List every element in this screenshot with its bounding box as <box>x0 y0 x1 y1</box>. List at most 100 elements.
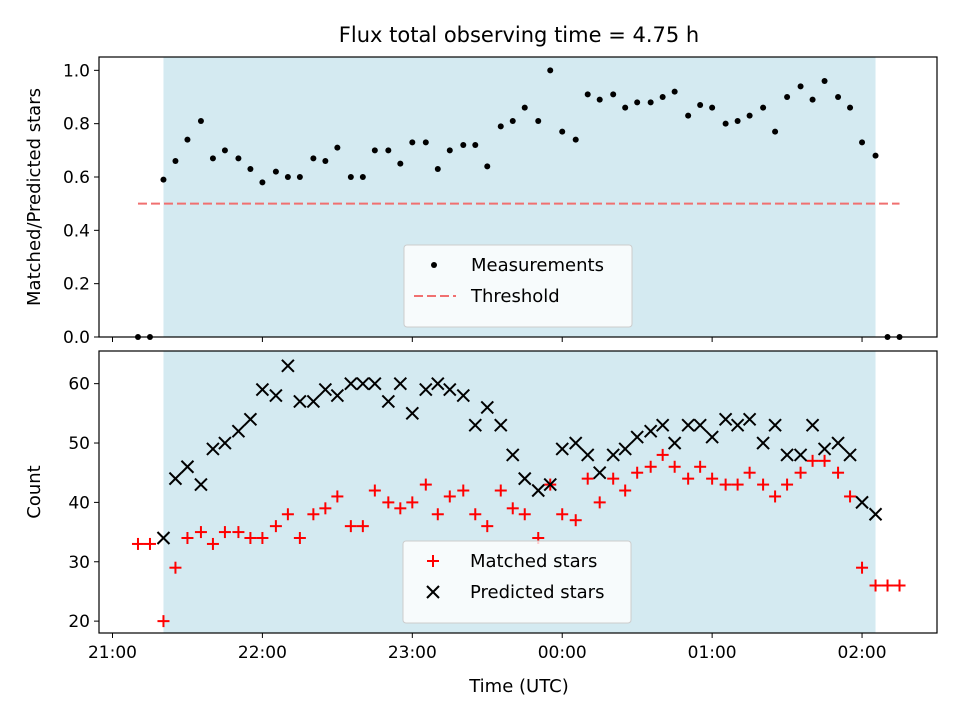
legend: Matched stars Predicted stars <box>402 540 632 624</box>
data-point-dot <box>209 155 216 162</box>
data-point-x <box>281 359 295 373</box>
data-point-dot <box>347 174 354 180</box>
data-point-x <box>243 412 258 426</box>
data-point-x <box>780 448 794 462</box>
x-axis-label: Time (UTC) <box>468 676 569 697</box>
data-point-dot <box>172 158 179 164</box>
y-tick-label: 0.0 <box>63 328 90 348</box>
data-point-dot <box>847 104 854 111</box>
y-tick-label: 0.6 <box>63 168 90 188</box>
data-point-dot <box>821 78 828 84</box>
data-point-x <box>868 507 883 521</box>
data-point-plus <box>431 508 444 521</box>
data-point-x <box>518 471 532 486</box>
data-point-plus <box>518 508 531 521</box>
y-tick-label: 0.4 <box>63 221 90 241</box>
data-point-plus <box>194 526 207 539</box>
legend-dot-swatch <box>431 262 437 268</box>
plot-frame <box>98 350 938 634</box>
data-point-dot <box>809 96 816 103</box>
y-axis-label: Count <box>24 465 45 518</box>
x-tick-label: 21:00 <box>88 643 137 663</box>
data-point-plus <box>131 537 144 550</box>
data-point-dot <box>572 136 579 143</box>
data-point-plus <box>331 490 344 503</box>
data-point-x <box>156 531 171 545</box>
data-point-plus <box>832 466 845 479</box>
data-point-plus <box>794 466 807 479</box>
data-point-plus <box>881 579 894 592</box>
data-point-plus <box>457 484 470 497</box>
data-point-dot <box>397 160 404 167</box>
data-point-plus <box>694 460 707 473</box>
y-tick-label: 0.2 <box>63 275 90 295</box>
data-point-dot <box>284 174 291 180</box>
data-point-x <box>381 394 396 409</box>
data-point-dot <box>659 94 666 100</box>
data-point-dot <box>371 147 378 154</box>
data-point-plus <box>644 460 657 473</box>
data-point-x <box>231 424 246 438</box>
data-point-dot <box>559 128 566 135</box>
plot-frame <box>98 56 938 338</box>
data-point-plus <box>706 472 719 485</box>
legend-x-swatch <box>426 585 440 599</box>
data-point-dot <box>722 120 729 127</box>
data-point-dot <box>760 104 767 111</box>
data-point-plus <box>382 496 395 509</box>
data-point-dot <box>310 155 317 162</box>
data-point-plus <box>206 537 219 550</box>
data-point-dot <box>547 67 554 74</box>
y-tick-label: 0.8 <box>63 115 90 135</box>
data-point-plus <box>656 448 669 461</box>
data-point-x <box>768 418 782 432</box>
data-point-x <box>655 418 670 432</box>
x-tick-label: 22:00 <box>238 643 287 663</box>
data-point-x <box>218 436 232 450</box>
bottom-panel: 20 30 40 50 60 Count 21:00 22:00 23:00 00:00 01:00… <box>24 350 938 663</box>
data-point-plus <box>757 478 770 491</box>
data-point-dot <box>835 94 842 100</box>
data-point-x <box>531 483 545 498</box>
data-point-dot <box>497 123 504 130</box>
data-point-x <box>468 418 482 432</box>
data-point-dot <box>296 174 303 180</box>
y-tick-label: 40 <box>68 493 90 513</box>
data-point-dot <box>521 104 528 111</box>
data-point-plus <box>581 472 594 485</box>
data-point-plus <box>419 478 432 491</box>
x-tick-label: 01:00 <box>688 643 737 663</box>
data-point-plus <box>569 514 582 527</box>
data-point-dot <box>197 118 204 124</box>
data-point-x <box>255 382 270 397</box>
legend-plus-swatch <box>427 555 439 567</box>
y-tick-label: 30 <box>68 553 90 573</box>
legend-entry-label: Threshold <box>470 286 560 307</box>
data-point-plus <box>844 490 857 503</box>
chart-title: Flux total observing time = 4.75 h <box>339 23 699 47</box>
data-point-dot <box>409 139 416 146</box>
data-point-x <box>817 442 832 456</box>
legend-box <box>402 540 632 624</box>
data-point-plus <box>368 484 381 497</box>
data-point-dot <box>746 112 753 119</box>
data-point-plus <box>731 478 744 491</box>
data-point-x <box>592 465 607 480</box>
data-point-x <box>356 376 370 391</box>
data-point-x <box>569 436 583 450</box>
data-point-plus <box>256 532 269 545</box>
data-point-x <box>180 460 195 474</box>
data-point-dot <box>709 104 716 111</box>
data-point-x <box>618 442 632 456</box>
data-point-dot <box>685 112 692 119</box>
y-tick-label: 1.0 <box>63 61 90 81</box>
data-point-plus <box>743 466 756 479</box>
y-tick-label: 50 <box>68 434 90 454</box>
data-point-dot <box>484 163 491 170</box>
data-point-plus <box>143 537 156 550</box>
data-point-x <box>269 388 283 403</box>
data-point-x <box>443 382 457 397</box>
data-point-x <box>718 412 733 426</box>
data-point-plus <box>181 532 194 545</box>
data-point-dot <box>872 152 879 159</box>
